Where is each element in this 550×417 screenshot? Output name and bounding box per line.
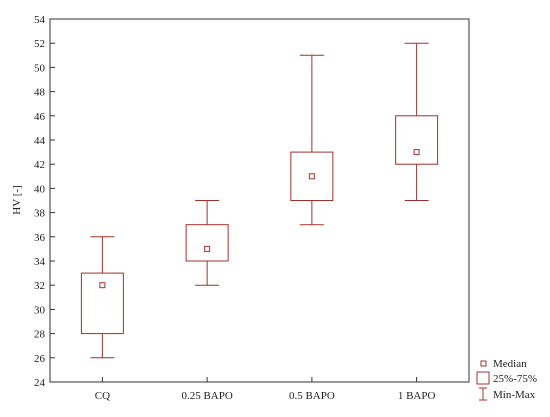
median-marker (308, 173, 315, 180)
y-tick-label: 36 (34, 232, 46, 244)
box-iqr (395, 115, 439, 165)
median-marker (99, 282, 106, 289)
box-group (395, 42, 439, 201)
y-tick-label: 42 (34, 159, 45, 171)
y-axis-label: HV [-] (11, 185, 23, 214)
x-tick-label: 0.25 BAPO (181, 390, 232, 402)
y-tick-label: 48 (34, 87, 46, 99)
x-tick-label: 1 BAPO (398, 390, 436, 402)
median-marker (204, 245, 211, 252)
y-tick-label: 46 (34, 111, 46, 123)
legend-median-symbol (480, 360, 487, 367)
y-tick-label: 38 (34, 208, 46, 220)
legend: Median 25%-75% Min-Max (476, 358, 537, 401)
y-tick-label: 24 (34, 377, 46, 389)
y-tick-label: 52 (34, 38, 45, 50)
boxes-layer (80, 42, 439, 359)
legend-label: Median (493, 358, 527, 370)
y-tick-label: 32 (34, 280, 45, 292)
x-tick-label: 0.5 BAPO (289, 390, 335, 402)
y-tick-label: 54 (34, 14, 46, 26)
y-tick-label: 40 (34, 183, 46, 195)
box-iqr (80, 272, 124, 335)
x-tick-label: CQ (95, 390, 110, 402)
median-marker (413, 149, 420, 156)
box-group (290, 54, 334, 226)
y-tick-label: 26 (34, 353, 46, 365)
legend-label: Min-Max (493, 389, 536, 401)
y-tick-label: 28 (34, 329, 46, 341)
y-tick-label: 30 (34, 304, 46, 316)
box-group (80, 236, 124, 359)
y-tick-label: 34 (34, 256, 46, 268)
y-tick-label: 44 (34, 135, 46, 147)
y-tick-label: 50 (34, 62, 46, 74)
box-iqr (185, 224, 229, 262)
x-axis: CQ 0.25 BAPO 0.5 BAPO 1 BAPO (95, 377, 436, 402)
plot-frame (49, 18, 470, 383)
box-group (185, 200, 229, 286)
legend-label: 25%-75% (493, 373, 537, 385)
y-axis: 24 26 28 30 32 34 36 38 40 42 44 46 48 50 52 54 (34, 14, 55, 389)
legend-box-symbol (476, 371, 490, 385)
